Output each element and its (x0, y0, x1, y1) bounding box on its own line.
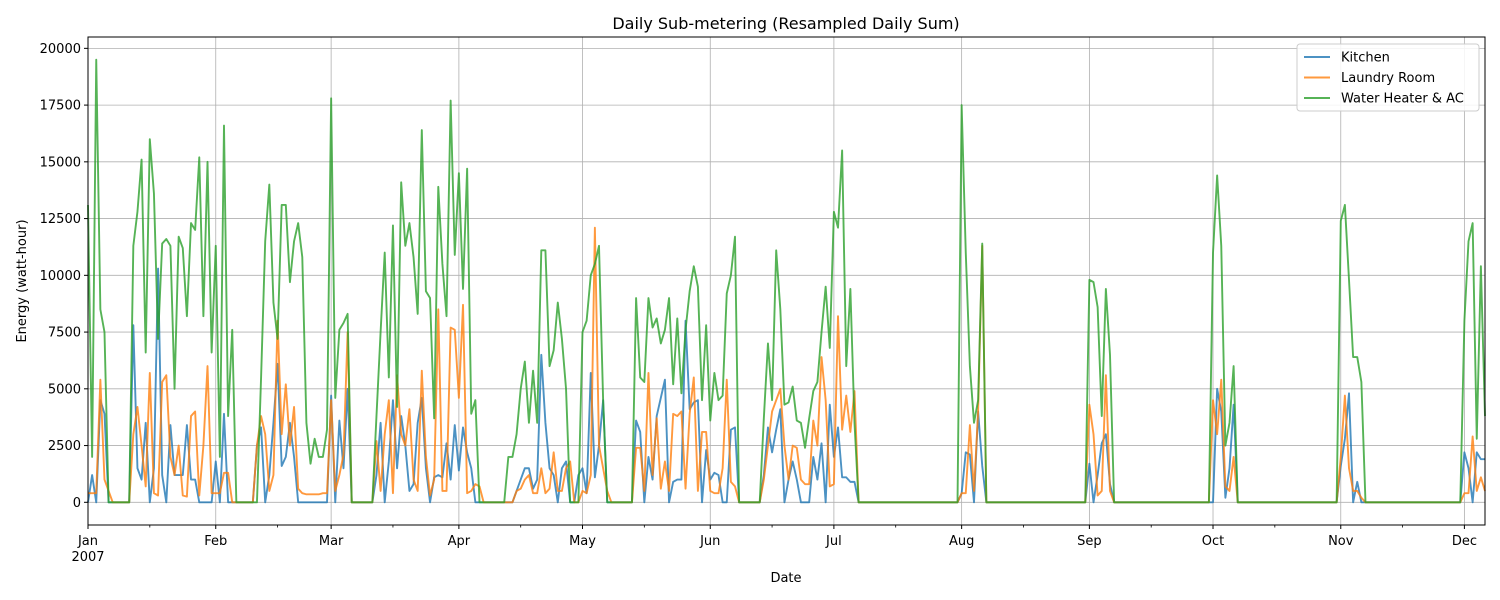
legend-box (1296, 43, 1480, 112)
x-tick-label: Apr (448, 534, 471, 549)
grid-layer (87, 37, 1485, 525)
legend-label: Kitchen (1341, 51, 1390, 66)
y-tick-label: 15000 (40, 155, 81, 170)
y-tick-label: 10000 (40, 269, 81, 284)
y-axis: 0 2500 5000 7500 10000 12500 15000 17500 20000 (40, 42, 88, 511)
series-line-water-heater-ac (87, 58, 1486, 504)
x-tick-label: Feb (204, 534, 227, 549)
y-tick-label: 20000 (40, 42, 81, 57)
x-tick-label: Sep (1077, 534, 1102, 549)
x-tick-label: Jan (77, 534, 98, 549)
x-axis: Jan Feb Mar Apr May Jun Jul Aug Sep Oct Nov Dec 2007 (71, 525, 1477, 565)
legend-label: Laundry Room (1341, 71, 1435, 86)
x-tick-label: Dec (1452, 534, 1477, 549)
y-tick-label: 2500 (48, 439, 81, 454)
y-tick-label: 17500 (40, 99, 81, 114)
x-tick-label: Nov (1328, 534, 1354, 549)
legend: Kitchen Laundry Room Water Heater & AC (1296, 43, 1480, 112)
y-tick-label: 0 (73, 496, 81, 511)
y-tick-label: 5000 (48, 382, 81, 397)
x-tick-label: Jul (825, 534, 842, 549)
series-line-laundry-room (88, 226, 1486, 504)
legend-label: Water Heater & AC (1341, 92, 1464, 107)
y-tick-label: 7500 (48, 326, 81, 341)
x-axis-label: Date (770, 571, 801, 586)
y-tick-label: 12500 (40, 212, 81, 227)
x-tick-label: Aug (949, 534, 974, 549)
x-tick-label: Oct (1202, 534, 1224, 549)
series-layer (87, 58, 1486, 504)
x-tick-label: Jun (699, 534, 720, 549)
x-tick-label: May (569, 534, 596, 549)
x-year-label: 2007 (71, 550, 104, 565)
x-tick-label: Mar (319, 534, 344, 549)
chart-title: Daily Sub-metering (Resampled Daily Sum) (612, 14, 959, 33)
plot-frame (87, 36, 1486, 526)
y-axis-label: Energy (watt-hour) (15, 219, 30, 342)
